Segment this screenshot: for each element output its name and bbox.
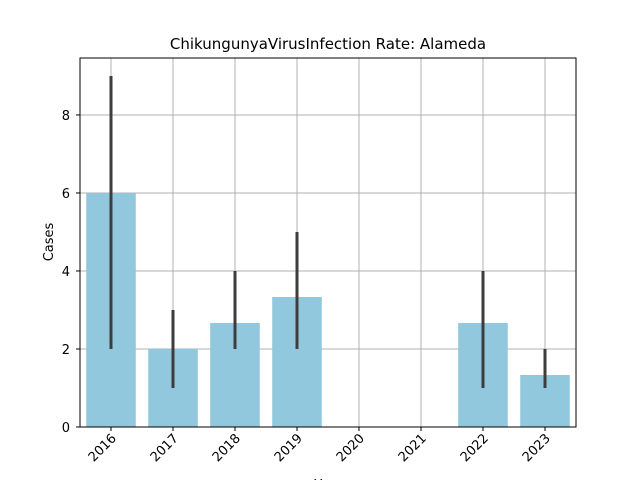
y-tick-label: 4 — [62, 265, 70, 280]
y-tick-label: 8 — [62, 109, 70, 124]
axes-frame — [79, 57, 577, 428]
y-tick-label: 6 — [62, 187, 70, 202]
bars — [86, 75, 570, 427]
x-axis-label: Year — [313, 478, 342, 480]
y-tick-label: 2 — [62, 343, 70, 358]
chart-title: ChikungunyaVirusInfection Rate: Alameda — [170, 35, 486, 53]
y-tick-label: 0 — [62, 421, 70, 436]
y-axis-label: Cases — [42, 222, 57, 261]
grid — [80, 58, 576, 428]
